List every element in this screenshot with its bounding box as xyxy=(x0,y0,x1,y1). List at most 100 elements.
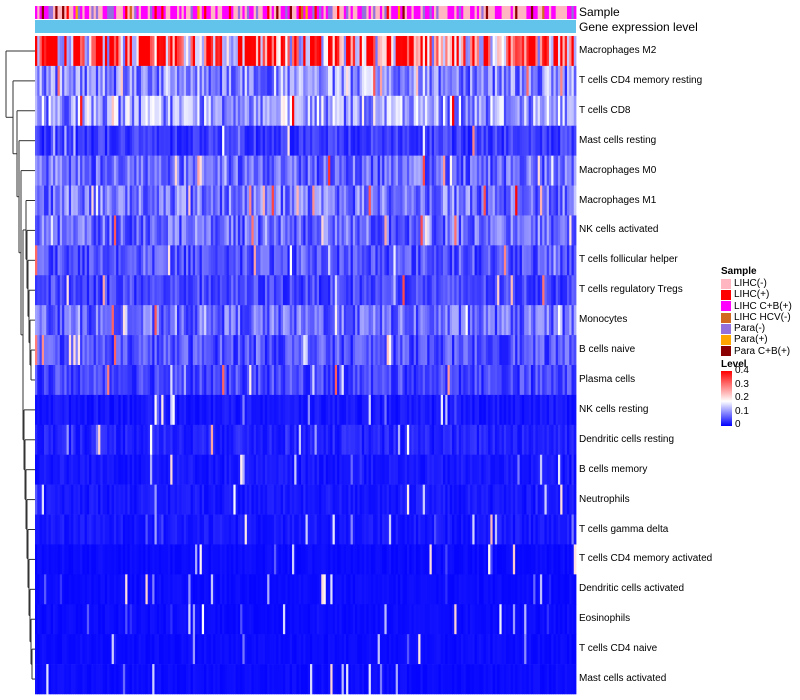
sample-cell xyxy=(255,6,259,19)
legend-swatch xyxy=(721,312,731,323)
row-label: Macrophages M2 xyxy=(579,45,657,56)
level-tick-label: 0 xyxy=(735,419,741,431)
heatmap-cells xyxy=(35,36,577,695)
sample-cell xyxy=(431,6,435,19)
sample-cell xyxy=(262,6,266,19)
sample-cell xyxy=(346,6,349,19)
sample-cell xyxy=(400,6,403,19)
sample-cell xyxy=(134,6,137,19)
sample-cell xyxy=(330,6,333,19)
sample-cell xyxy=(158,6,162,19)
sample-cell xyxy=(307,6,311,19)
sample-cell xyxy=(111,6,115,19)
sample-cell xyxy=(80,6,83,19)
sample-cell xyxy=(163,6,167,19)
sample-cell xyxy=(467,6,471,19)
sample-cell xyxy=(93,6,97,19)
sample-cell xyxy=(499,6,503,19)
sample-cell xyxy=(152,6,155,19)
sample-cell xyxy=(373,6,376,19)
sample-cell xyxy=(325,6,329,19)
legend-label: LIHC(+) xyxy=(734,289,770,301)
row-label: Mast cells activated xyxy=(579,673,667,684)
sample-cell xyxy=(129,6,133,19)
sample-cell xyxy=(199,6,203,19)
level-tick-label: 0.2 xyxy=(735,392,749,404)
heatmap-row xyxy=(35,664,577,695)
sample-cell xyxy=(294,6,297,19)
sample-cell xyxy=(131,6,135,19)
sample-cell xyxy=(386,6,390,19)
sample-cell xyxy=(348,6,351,19)
sample-cell xyxy=(285,6,288,19)
sample-cell xyxy=(44,6,47,19)
sample-cell xyxy=(544,6,548,19)
sample-cell xyxy=(494,6,498,19)
sample-cell xyxy=(37,6,40,19)
sample-cell xyxy=(246,6,250,19)
heatmap-row xyxy=(35,574,577,605)
heatmap-row xyxy=(35,125,577,156)
sample-cell xyxy=(569,6,572,19)
sample-cell xyxy=(71,6,74,19)
sample-cell xyxy=(474,6,478,19)
sample-cell xyxy=(280,6,284,19)
sample-cell xyxy=(328,6,331,19)
row-label: Monocytes xyxy=(579,314,628,326)
sample-cell xyxy=(77,6,81,19)
sample-cell xyxy=(546,6,550,19)
sample-cell xyxy=(267,6,270,19)
level-legend: Level 0.4 0.3 0.2 0.1 0 xyxy=(721,359,792,431)
sample-cell xyxy=(352,6,356,19)
heatmap-row xyxy=(35,514,577,545)
heatmap-row xyxy=(35,634,577,665)
sample-cell xyxy=(276,6,279,19)
sample-cell xyxy=(201,6,205,19)
legend-label: LIHC(-) xyxy=(734,278,767,289)
sample-cell xyxy=(120,6,124,19)
sample-cell xyxy=(287,6,291,19)
row-label: Macrophages M1 xyxy=(579,194,657,206)
sample-cell xyxy=(413,6,417,19)
sample-cell xyxy=(271,6,275,19)
sample-cell xyxy=(334,6,338,19)
sample-cell xyxy=(388,6,392,19)
row-label: B cells memory xyxy=(579,463,648,475)
sample-cell xyxy=(359,6,363,19)
sample-cell xyxy=(497,6,500,19)
sample-cell xyxy=(57,6,61,19)
sample-cell xyxy=(68,6,72,19)
sample-cell xyxy=(355,6,358,19)
sample-cell xyxy=(562,6,566,19)
sample-cell xyxy=(145,6,149,19)
heatmap-row xyxy=(35,185,577,216)
sample-cell xyxy=(181,6,185,19)
sample-cell xyxy=(154,6,158,19)
sample-cell xyxy=(402,6,406,19)
row-label: Plasma cells xyxy=(579,374,636,385)
sample-cell xyxy=(109,6,113,19)
sample-cell xyxy=(341,6,345,19)
sample-cell xyxy=(100,6,104,19)
sample-cell xyxy=(235,6,239,19)
sample-cell xyxy=(147,6,151,19)
sample-legend-item: LIHC(-) xyxy=(721,278,792,289)
sample-cell xyxy=(143,6,146,19)
sample-cell xyxy=(204,6,207,19)
sample-cell xyxy=(186,6,189,19)
sample-cell xyxy=(382,6,385,19)
sample-cell xyxy=(470,6,473,19)
sample-cell xyxy=(55,6,58,19)
row-label: Neutrophils xyxy=(579,493,630,505)
row-label: T cells regulatory Tregs xyxy=(579,284,683,296)
sample-cell xyxy=(370,6,374,19)
sample-legend-item: Para(-) xyxy=(721,323,792,334)
sample-cell xyxy=(242,6,246,19)
sample-cell xyxy=(278,6,282,19)
row-label: NK cells resting xyxy=(579,403,649,415)
sample-cell xyxy=(436,6,439,19)
sample-cell xyxy=(149,6,153,19)
sample-cell xyxy=(409,6,412,19)
sample-cell xyxy=(296,6,300,19)
sample-cell xyxy=(368,6,372,19)
